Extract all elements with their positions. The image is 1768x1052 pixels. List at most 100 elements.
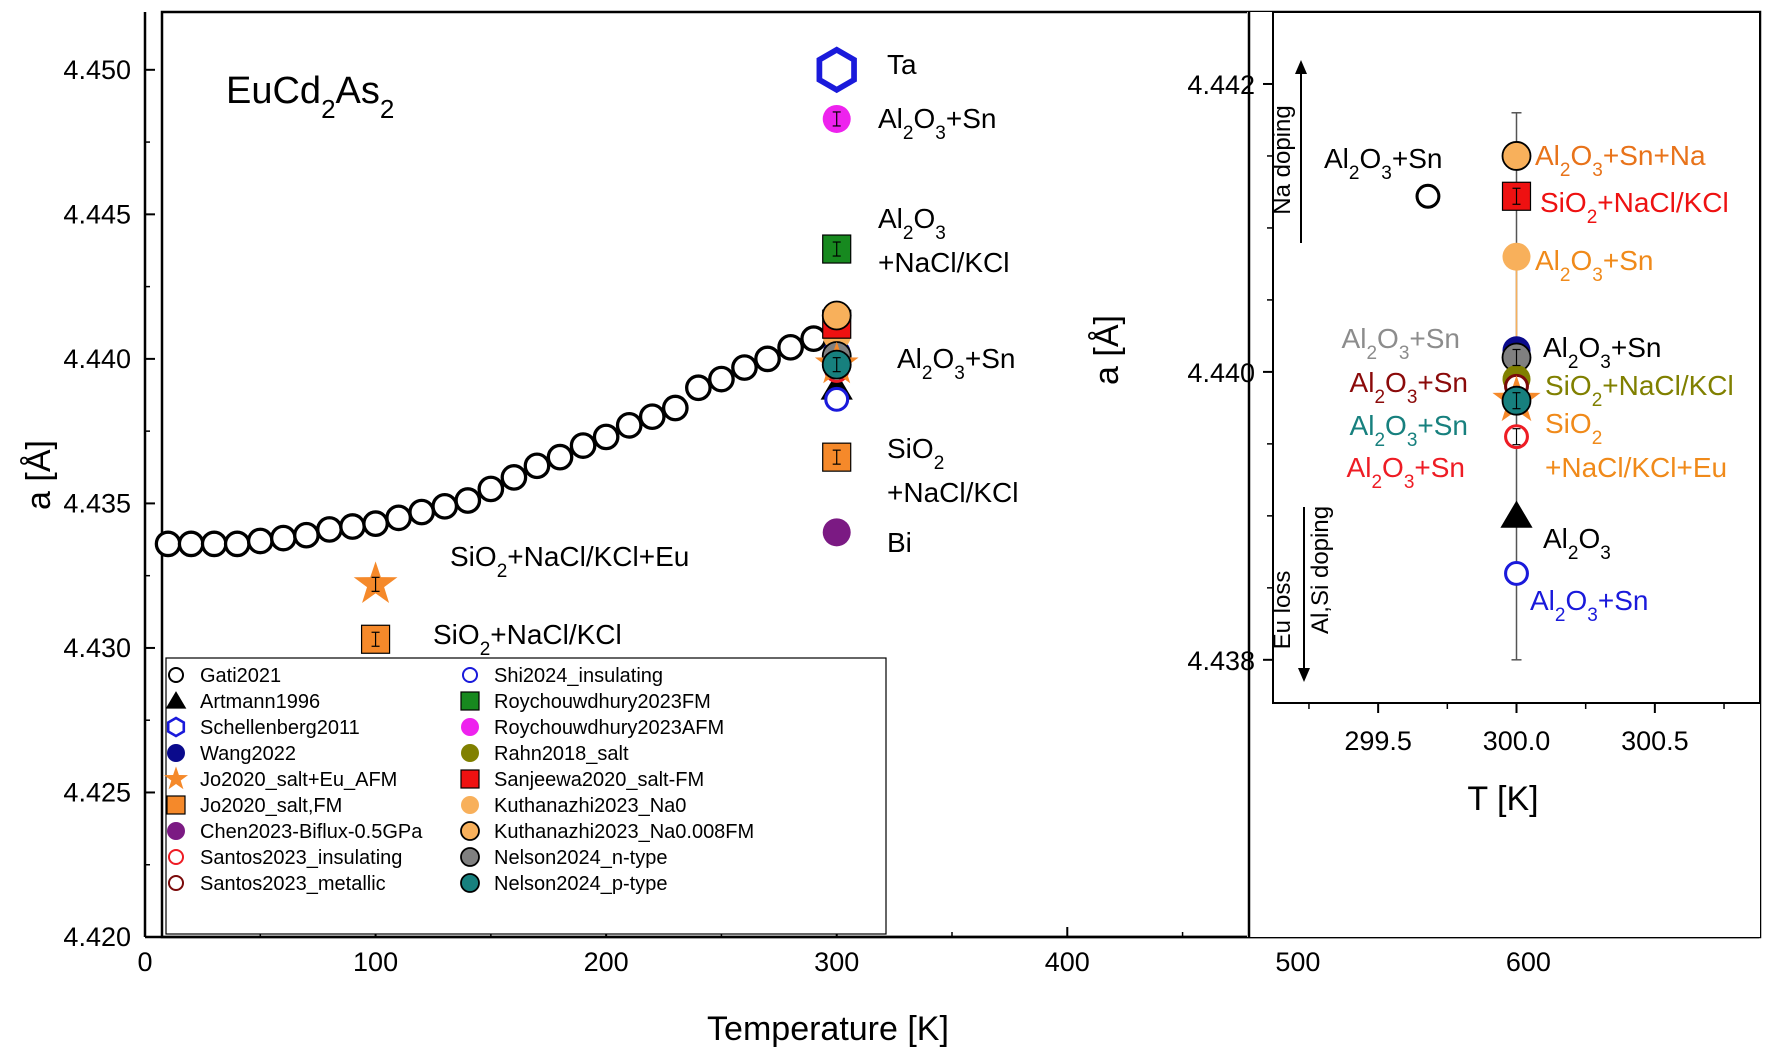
annotation-sio2-nacl-line2: +NaCl/KCl: [887, 477, 1018, 508]
inset-label-kuthanazhi2023-na0: Al2O3+Sn: [1535, 245, 1653, 286]
legend-label-kuthanazhi2023-na0-008fm: Kuthanazhi2023_Na0.008FM: [494, 821, 754, 843]
legend-marker-kuthanazhi2023-na0-008fm: [460, 821, 480, 841]
point-gati2021: [339, 513, 366, 540]
point-gati2021: [615, 412, 643, 439]
point-gati2021: [638, 403, 666, 431]
legend-label-jo2020-salt-eu-afm: Jo2020_salt+Eu_AFM: [200, 769, 397, 791]
annotation-sio2-nacl-low: SiO2+NaCl/KCl: [433, 619, 622, 660]
inset-point-shi2024-insulating: [1504, 560, 1529, 586]
inset-label-sanjeewa2020-salt-fm: SiO2+NaCl/KCl: [1540, 187, 1729, 228]
point-gati2021: [777, 333, 804, 361]
legend-marker-wang2022: [167, 744, 185, 762]
inset-label-wang2022: Al2O3+Sn: [1543, 332, 1661, 373]
point-kuthanazhi2023-na0-008fm: [821, 300, 852, 331]
inset-label-open-black: Al2O3+Sn: [1324, 143, 1442, 184]
point-gati2021: [200, 530, 228, 558]
point-gati2021: [246, 527, 274, 555]
inset-label-santos2023-metallic: Al2O3+Sn: [1350, 367, 1468, 408]
main-y-tick-label: 4.440: [63, 344, 131, 374]
point-jo2020-salt-fm: [822, 442, 852, 472]
legend-label-kuthanazhi2023-na0: Kuthanazhi2023_Na0: [494, 795, 686, 817]
main-x-tick-label: 600: [1506, 947, 1551, 977]
main-axis-ticks: 0 100 200 300 400 500 600 4.420 4.425 4.430 4.435 4…: [63, 12, 1759, 977]
inset-data-marks: [1415, 112, 1541, 661]
point-gati2021: [754, 345, 781, 373]
annotation-al2o3-nacl-line1: Al2O3: [878, 203, 946, 244]
main-y-tick-label: 4.420: [63, 922, 131, 952]
main-x-axis-title: Temperature [K]: [707, 1010, 949, 1048]
legend-label-santos2023-metallic: Santos2023_metallic: [200, 873, 386, 895]
point-gati2021: [592, 423, 620, 451]
main-y-tick-label: 4.425: [63, 777, 131, 807]
legend-marker-chen2023-biflux-0-5gpa: [167, 822, 185, 840]
legend-marker-nelson2024-p-type: [460, 873, 480, 893]
point-gati2021: [800, 325, 828, 352]
legend-marker-sanjeewa2020-salt-fm: [460, 769, 480, 789]
inset-label-kuthanazhi2023-na0-008fm: Al2O3+Sn+Na: [1535, 140, 1706, 181]
legend-marker-roychouwdhury2023afm: [461, 718, 479, 736]
na-doping-arrowhead: [1295, 60, 1307, 74]
inset-background: [1247, 12, 1760, 937]
inset-y-tick-label: 4.440: [1187, 358, 1255, 388]
inset-label-shi2024-insulating: Al2O3+Sn: [1530, 585, 1648, 626]
legend-label-nelson2024-p-type: Nelson2024_p-type: [494, 873, 667, 895]
point-gati2021: [708, 365, 735, 393]
annotation-ta: Ta: [887, 49, 917, 80]
legend-label-shi2024-insulating: Shi2024_insulating: [494, 665, 663, 687]
point-gati2021: [154, 530, 182, 558]
legend-marker-schellenberg2011: [166, 716, 186, 738]
main-data-marks: [154, 46, 859, 654]
main-y-tick-label: 4.435: [63, 488, 131, 518]
point-gati2021: [293, 521, 320, 549]
inset-label-jo2020-line2: +NaCl/KCl+Eu: [1545, 452, 1727, 483]
legend: Gati2021 Artmann1996 Schellenberg2011 Wang2…: [163, 657, 887, 935]
legend-label-gati2021: Gati2021: [200, 665, 281, 687]
inset-point-open-black: [1415, 183, 1441, 209]
eu-loss-label: Eu loss: [1269, 571, 1296, 650]
inset-label-nelson2024-n-type: Al2O3+Sn: [1342, 323, 1460, 364]
legend-box: [165, 657, 887, 935]
annotation-sio2-nacl-eu: SiO2+NaCl/KCl+Eu: [450, 541, 689, 582]
point-gati2021: [362, 510, 389, 537]
legend-label-chen2023-biflux-0-5gpa: Chen2023-Biflux-0.5GPa: [200, 821, 423, 843]
legend-label-nelson2024-n-type: Nelson2024_n-type: [494, 847, 667, 869]
point-gati2021: [661, 394, 689, 422]
main-x-tick-label: 200: [584, 947, 629, 977]
point-gati2021: [569, 432, 597, 459]
main-y-tick-label: 4.430: [63, 633, 131, 663]
point-schellenberg2011: [816, 46, 857, 94]
point-gati2021: [385, 504, 412, 532]
point-gati2021: [731, 354, 758, 381]
al-si-doping-label: Al,Si doping: [1307, 506, 1334, 634]
legend-marker-shi2024-insulating: [461, 666, 479, 684]
main-y-tick-label: 4.450: [63, 55, 131, 85]
annotation-al2o3-nacl-line2: +NaCl/KCl: [878, 247, 1009, 278]
legend-marker-kuthanazhi2023-na0: [461, 796, 479, 814]
na-doping-label: Na doping: [1269, 105, 1296, 214]
point-gati2021: [431, 492, 459, 520]
main-x-tick-label: 100: [353, 947, 398, 977]
legend-marker-jo2020-salt-fm: [166, 795, 186, 815]
inset-x-tick-label: 300.0: [1483, 726, 1551, 756]
point-gati2021: [177, 530, 205, 558]
legend-label-wang2022: Wang2022: [200, 743, 296, 765]
main-x-tick-label: 0: [137, 947, 152, 977]
main-x-tick-label: 500: [1275, 947, 1320, 977]
inset-label-nelson2024-p-type: Al2O3+Sn: [1350, 410, 1468, 451]
point-shi2024-insulating: [824, 386, 850, 412]
inset-x-tick-label: 300.5: [1621, 726, 1689, 756]
inset-chart: 299.5 300.0 300.5 4.438 4.440 4.442 T [K] a […: [1088, 11, 1761, 937]
inset-axis-ticks: 299.5 300.0 300.5 4.438 4.440 4.442: [1187, 70, 1725, 756]
inset-label-artmann1996: Al2O3: [1543, 523, 1611, 564]
point-gati2021: [454, 487, 482, 514]
legend-marker-nelson2024-n-type: [460, 847, 480, 867]
point-gati2021: [316, 516, 343, 543]
legend-label-roychouwdhury2023fm: Roychouwdhury2023FM: [494, 691, 711, 713]
eu-loss-arrowhead: [1298, 668, 1310, 682]
inset-y-tick-label: 4.442: [1187, 70, 1255, 100]
point-gati2021: [685, 374, 712, 402]
main-y-tick-label: 4.445: [63, 199, 131, 229]
inset-point-kuthanazhi2023-na0-008fm: [1501, 141, 1532, 171]
point-chen2023-biflux-0-5gpa: [822, 518, 851, 547]
